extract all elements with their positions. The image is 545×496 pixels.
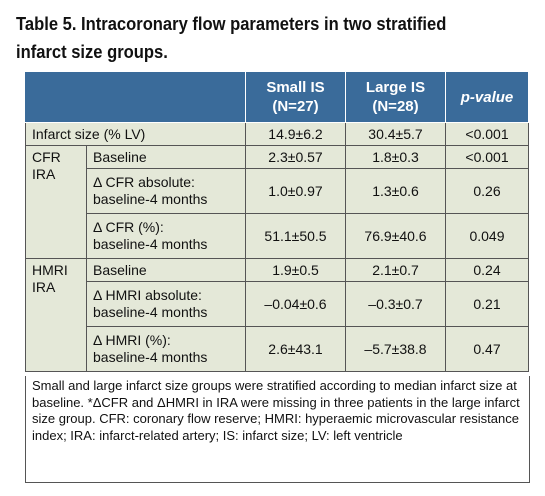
cell-small-is: 14.9±6.2 (245, 122, 346, 146)
group-hmri-ira: HMRI IRA (25, 258, 87, 372)
row-label-line1: Δ CFR absolute: (93, 174, 195, 190)
header-p-value-label: p-value (460, 88, 514, 106)
row-label: Infarct size (% LV) (25, 122, 246, 146)
row-label: Δ CFR absolute: baseline-4 months (86, 168, 246, 214)
header-small-is-label: Small IS (266, 79, 325, 96)
row-label-line1: Δ CFR (%): (93, 219, 164, 235)
table-row-cfr-delta-percent: Δ CFR (%): baseline-4 months 51.1±50.5 7… (26, 213, 529, 259)
row-label: Δ CFR (%): baseline-4 months (86, 213, 246, 259)
header-large-is: Large IS (N=28) (345, 71, 446, 123)
row-label-line2: baseline-4 months (93, 349, 208, 365)
cell-large-is: 76.9±40.6 (345, 213, 446, 259)
data-table-container: Small IS (N=27) Large IS (N=28) p-value … (25, 71, 529, 372)
table-header-row: Small IS (N=27) Large IS (N=28) p-value (25, 71, 529, 123)
cell-large-is: 30.4±5.7 (345, 122, 446, 146)
table-footnote: Small and large infarct size groups were… (25, 376, 530, 483)
cell-large-is: –5.7±38.8 (345, 326, 446, 372)
group-cfr-ira: CFR IRA (25, 145, 87, 259)
cell-p-value: <0.001 (445, 145, 529, 169)
group-cfr-ira-label: IRA (32, 166, 56, 182)
cell-p-value: 0.21 (445, 281, 529, 327)
row-label-line2: baseline-4 months (93, 236, 208, 252)
cell-p-value: 0.049 (445, 213, 529, 259)
row-label-line1: Δ HMRI (%): (93, 332, 171, 348)
header-large-is-n: (N=28) (372, 98, 419, 115)
row-label: Δ HMRI (%): baseline-4 months (86, 326, 246, 372)
header-p-value: p-value (445, 71, 529, 123)
cell-large-is: 2.1±0.7 (345, 258, 446, 282)
row-label-line2: baseline-4 months (93, 191, 208, 207)
cell-small-is: 51.1±50.5 (245, 213, 346, 259)
group-hmri-label: HMRI (32, 262, 68, 278)
table-row-infarct-size: Infarct size (% LV) 14.9±6.2 30.4±5.7 <0… (25, 122, 529, 146)
cell-p-value: 0.24 (445, 258, 529, 282)
cell-small-is: 1.9±0.5 (245, 258, 346, 282)
cell-small-is: 2.6±43.1 (245, 326, 346, 372)
cell-large-is: –0.3±0.7 (345, 281, 446, 327)
header-large-is-label: Large IS (365, 79, 426, 96)
table-row-cfr-baseline: CFR IRA Baseline 2.3±0.57 1.8±0.3 <0.001 (25, 145, 529, 259)
table-row-cfr-delta-absolute: Δ CFR absolute: baseline-4 months 1.0±0.… (26, 168, 529, 214)
table-title: Table 5. Intracoronary flow parameters i… (16, 14, 447, 62)
row-label-line2: baseline-4 months (93, 304, 208, 320)
cell-small-is: –0.04±0.6 (245, 281, 346, 327)
cell-p-value: 0.26 (445, 168, 529, 214)
flow-parameters-table: Small IS (N=27) Large IS (N=28) p-value … (25, 71, 529, 372)
table-row-hmri-delta-percent: Δ HMRI (%): baseline-4 months 2.6±43.1 –… (26, 326, 529, 372)
cell-large-is: 1.8±0.3 (345, 145, 446, 169)
row-label: Baseline (86, 258, 246, 282)
cell-p-value: 0.47 (445, 326, 529, 372)
cell-p-value: <0.001 (445, 122, 529, 146)
group-hmri-ira-label: IRA (32, 279, 56, 295)
cell-large-is: 1.3±0.6 (345, 168, 446, 214)
row-label: Baseline (86, 145, 246, 169)
header-small-is-n: (N=27) (272, 98, 319, 115)
header-small-is: Small IS (N=27) (245, 71, 346, 123)
group-cfr-label: CFR (32, 149, 61, 165)
cell-small-is: 1.0±0.97 (245, 168, 346, 214)
table-row-hmri-baseline: HMRI IRA Baseline 1.9±0.5 2.1±0.7 0.24 (25, 258, 529, 372)
row-label-line1: Δ HMRI absolute: (93, 287, 202, 303)
table-row-hmri-delta-absolute: Δ HMRI absolute: baseline-4 months –0.04… (26, 281, 529, 327)
row-label: Δ HMRI absolute: baseline-4 months (86, 281, 246, 327)
cell-small-is: 2.3±0.57 (245, 145, 346, 169)
header-blank-cell (25, 71, 246, 123)
